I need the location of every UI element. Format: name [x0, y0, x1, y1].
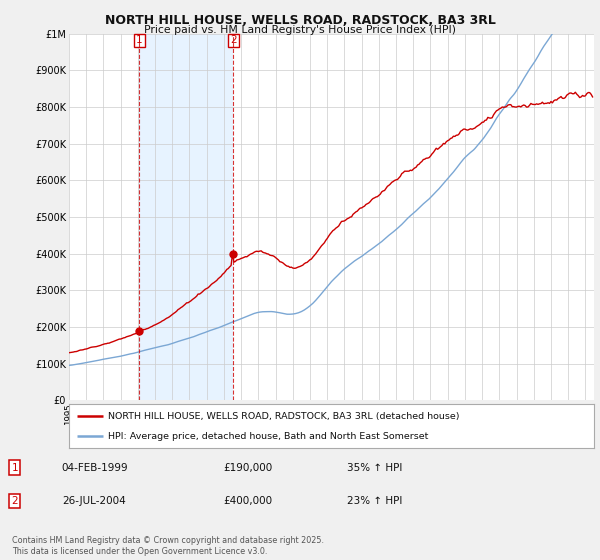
Text: Contains HM Land Registry data © Crown copyright and database right 2025.
This d: Contains HM Land Registry data © Crown c…	[12, 536, 324, 556]
Text: 1: 1	[11, 463, 18, 473]
Text: £400,000: £400,000	[224, 496, 272, 506]
Text: 2: 2	[230, 35, 236, 45]
Text: 26-JUL-2004: 26-JUL-2004	[62, 496, 125, 506]
Text: 35% ↑ HPI: 35% ↑ HPI	[347, 463, 403, 473]
Text: HPI: Average price, detached house, Bath and North East Somerset: HPI: Average price, detached house, Bath…	[109, 432, 429, 441]
Text: NORTH HILL HOUSE, WELLS ROAD, RADSTOCK, BA3 3RL: NORTH HILL HOUSE, WELLS ROAD, RADSTOCK, …	[104, 14, 496, 27]
Text: 1: 1	[136, 35, 143, 45]
Text: Price paid vs. HM Land Registry's House Price Index (HPI): Price paid vs. HM Land Registry's House …	[144, 25, 456, 35]
Text: NORTH HILL HOUSE, WELLS ROAD, RADSTOCK, BA3 3RL (detached house): NORTH HILL HOUSE, WELLS ROAD, RADSTOCK, …	[109, 412, 460, 421]
Text: 23% ↑ HPI: 23% ↑ HPI	[347, 496, 403, 506]
Bar	[139, 34, 233, 400]
Text: 04-FEB-1999: 04-FEB-1999	[62, 463, 128, 473]
Text: 2: 2	[11, 496, 18, 506]
Text: £190,000: £190,000	[224, 463, 273, 473]
